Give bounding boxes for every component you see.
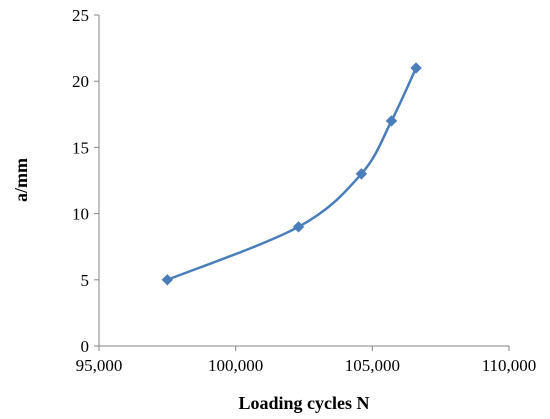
- y-axis-title: a/mm: [11, 158, 31, 202]
- x-axis-title: Loading cycles N: [238, 393, 369, 413]
- y-tick-label: 0: [81, 337, 90, 356]
- data-point-marker: [410, 62, 422, 74]
- y-ticks: 0 5 10 15 20 25: [72, 6, 99, 356]
- x-tick-label: 110,000: [482, 356, 537, 375]
- y-tick-label: 15: [72, 138, 89, 157]
- data-point-marker: [385, 115, 398, 127]
- y-tick-label: 5: [81, 271, 90, 290]
- x-tick-label: 95,000: [76, 356, 123, 375]
- data-point-marker: [292, 221, 305, 233]
- x-tick-label: 100,000: [208, 356, 263, 375]
- x-ticks: 95,000 100,000 105,000 110,000: [76, 346, 537, 375]
- y-tick-label: 20: [72, 72, 89, 91]
- series-line: [166, 67, 418, 281]
- series-layer: [161, 62, 422, 286]
- data-point-marker: [161, 274, 174, 286]
- x-tick-label: 105,000: [345, 356, 400, 375]
- data-point-marker: [355, 168, 368, 180]
- axes: [98, 15, 509, 347]
- y-tick-label: 25: [72, 6, 89, 25]
- y-tick-label: 10: [72, 205, 89, 224]
